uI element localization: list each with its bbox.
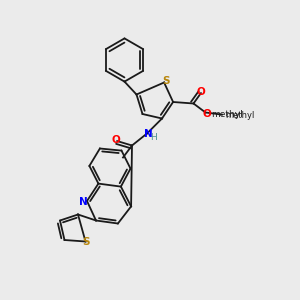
Text: methyl: methyl xyxy=(226,111,255,120)
Text: H: H xyxy=(150,134,157,142)
Text: methyl: methyl xyxy=(212,110,243,119)
Text: S: S xyxy=(82,237,90,248)
Text: N: N xyxy=(143,129,152,140)
Text: O: O xyxy=(202,109,211,119)
Text: N: N xyxy=(79,197,88,207)
Text: S: S xyxy=(162,76,169,86)
Text: O: O xyxy=(112,135,121,146)
Text: O: O xyxy=(196,86,206,97)
